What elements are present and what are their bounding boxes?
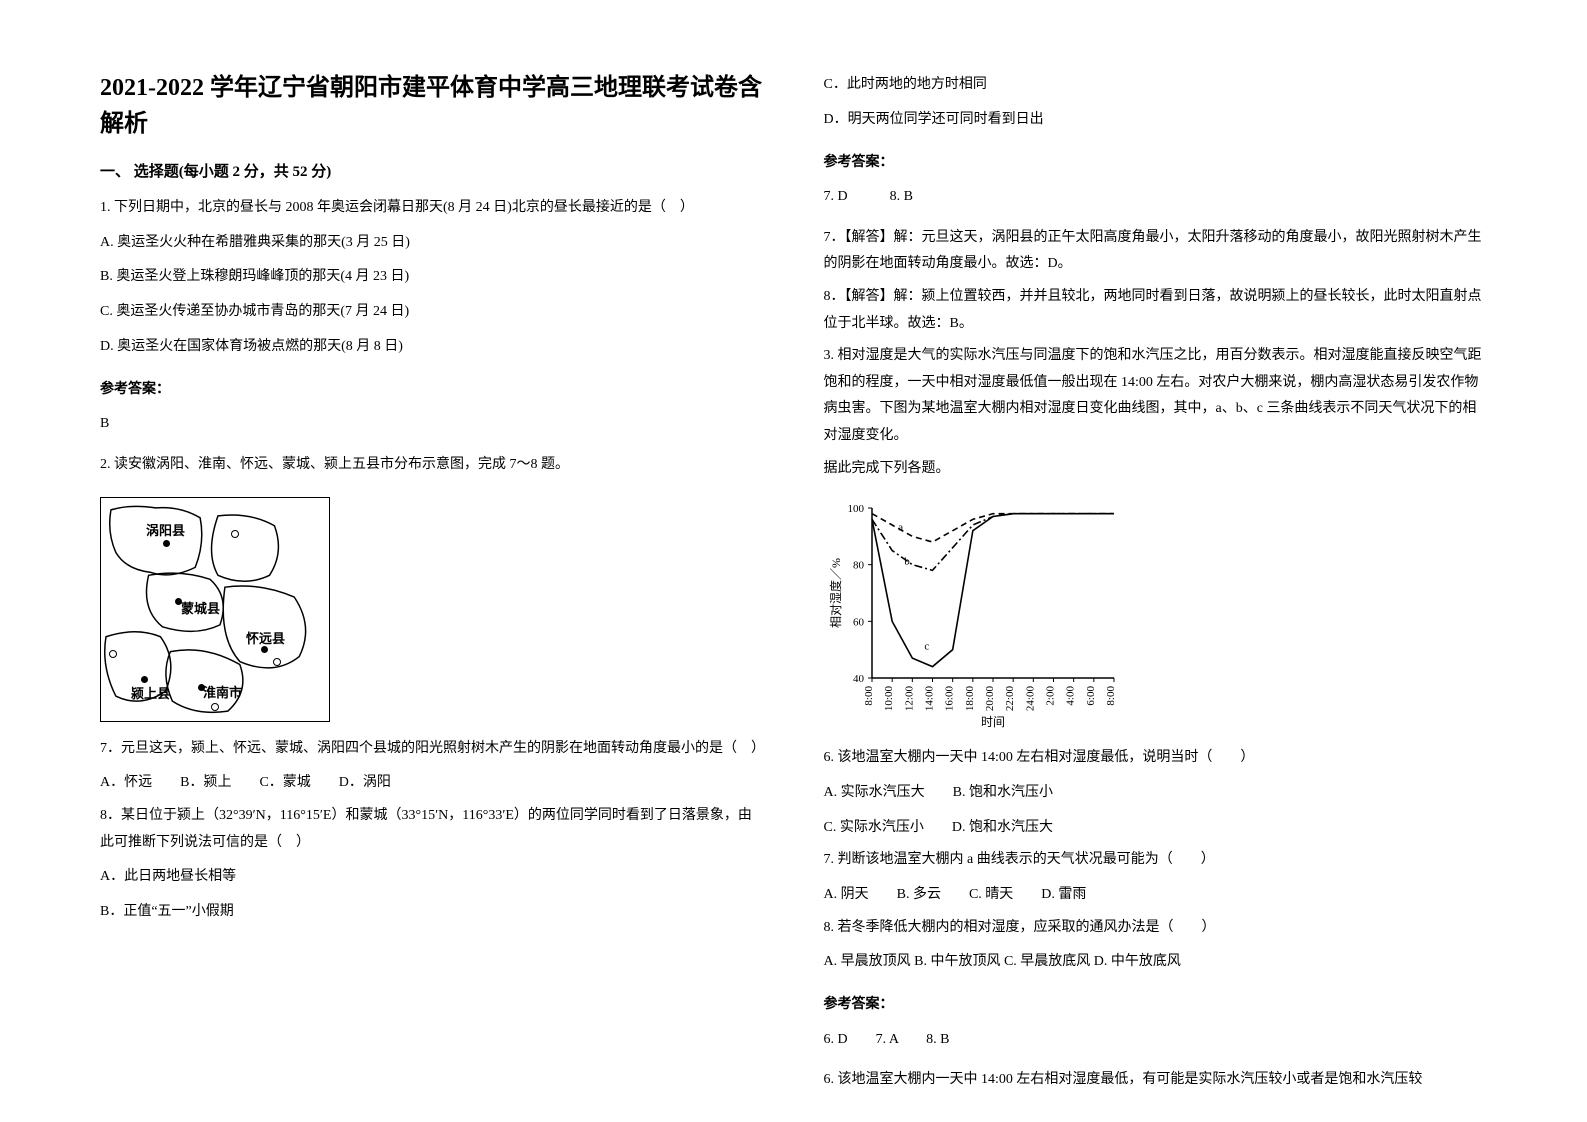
q2-ans-label: 参考答案： [824, 150, 1488, 177]
q3-6-CD: C. 实际水汽压小 D. 饱和水汽压大 [824, 813, 1488, 844]
q1-ans-label: 参考答案： [100, 377, 764, 404]
q3-extra: 据此完成下列各题。 [824, 456, 1488, 483]
section-heading: 一、 选择题(每小题 2 分，共 52 分) [100, 160, 764, 181]
svg-text:14:00: 14:00 [923, 686, 935, 712]
q2-ans: 7. D 8. B [824, 184, 1488, 211]
q1-ans: B [100, 411, 764, 438]
svg-text:8:00: 8:00 [863, 686, 875, 706]
svg-text:2:00: 2:00 [1044, 686, 1056, 706]
q3-expl: 6. 该地温室大棚内一天中 14:00 左右相对湿度最低，有可能是实际水汽压较小… [824, 1067, 1488, 1094]
svg-text:22:00: 22:00 [1004, 686, 1016, 712]
q2-8-stem: 8．某日位于颍上（32°39′N，116°15′E）和蒙城（33°15′N，11… [100, 803, 764, 856]
left-column: 2021-2022 学年辽宁省朝阳市建平体育中学高三地理联考试卷含解析 一、 选… [100, 70, 764, 1052]
svg-text:8:00: 8:00 [1105, 686, 1117, 706]
svg-text:20:00: 20:00 [984, 686, 996, 712]
open-dot [231, 530, 239, 538]
q3-6-AB: A. 实际水汽压大 B. 饱和水汽压小 [824, 778, 1488, 809]
svg-text:b: b [904, 556, 910, 568]
q3-8-stem: 8. 若冬季降低大棚内的相对湿度，应采取的通风办法是（ ） [824, 915, 1488, 942]
q1-optD: D. 奥运圣火在国家体育场被点燃的那天(8 月 8 日) [100, 332, 764, 363]
svg-text:4:00: 4:00 [1064, 686, 1076, 706]
svg-text:100: 100 [847, 503, 864, 515]
q1-optB: B. 奥运圣火登上珠穆朗玛峰峰顶的那天(4 月 23 日) [100, 262, 764, 293]
county-map: 涡阳县蒙城县怀远县颍上县 淮南市 [100, 497, 330, 722]
q2-8-B: B．正值“五一”小假期 [100, 897, 764, 928]
county-dot [261, 646, 268, 653]
county-label: 怀远县 [246, 628, 285, 647]
q2-7-opts: A．怀远 B．颍上 C．蒙城 D．涡阳 [100, 768, 764, 799]
svg-text:c: c [924, 641, 929, 653]
humidity-chart: 40 60 80 100 8:00 10:00 12:00 14:00 16:00 18:00 20… [824, 498, 1124, 733]
open-dot [211, 703, 219, 711]
county-label: 蒙城县 [181, 598, 220, 617]
q2-expl7: 7．【解答】解：元旦这天，涡阳县的正午太阳高度角最小，太阳升落移动的角度最小，故… [824, 225, 1488, 278]
page-title: 2021-2022 学年辽宁省朝阳市建平体育中学高三地理联考试卷含解析 [100, 70, 764, 142]
q1-optC: C. 奥运圣火传递至协办城市青岛的那天(7 月 24 日) [100, 297, 764, 328]
q1-stem: 1. 下列日期中，北京的昼长与 2008 年奥运会闭幕日那天(8 月 24 日)… [100, 195, 764, 222]
q2-expl8: 8．【解答】解：颍上位置较西，并并且较北，两地同时看到日落，故说明颍上的昼长较长… [824, 284, 1488, 337]
svg-text:18:00: 18:00 [963, 686, 975, 712]
q2-8-C: C．此时两地的地方时相同 [824, 70, 1488, 101]
open-dot [109, 650, 117, 658]
svg-text:a: a [898, 522, 903, 534]
q2-8-D: D．明天两位同学还可同时看到日出 [824, 105, 1488, 136]
svg-text:24:00: 24:00 [1024, 686, 1036, 712]
q3-8-opts: A. 早晨放顶风 B. 中午放顶风 C. 早晨放底风 D. 中午放底风 [824, 947, 1488, 978]
svg-text:10:00: 10:00 [883, 686, 895, 712]
q1-optA: A. 奥运圣火火种在希腊雅典采集的那天(3 月 25 日) [100, 228, 764, 259]
county-label: 涡阳县 [146, 520, 185, 539]
q2-intro: 2. 读安徽涡阳、淮南、怀远、蒙城、颍上五县市分布示意图，完成 7～8 题。 [100, 452, 764, 479]
svg-text:60: 60 [853, 616, 865, 628]
county-dot [163, 540, 170, 547]
q2-8-A: A．此日两地昼长相等 [100, 862, 764, 893]
q3-intro: 3. 相对湿度是大气的实际水汽压与同温度下的饱和水汽压之比，用百分数表示。相对湿… [824, 343, 1488, 449]
svg-text:相对湿度／%: 相对湿度／% [828, 558, 843, 628]
q3-ans-label: 参考答案： [824, 992, 1488, 1019]
q3-ans: 6. D 7. A 8. B [824, 1027, 1488, 1054]
q3-7-stem: 7. 判断该地温室大棚内 a 曲线表示的天气状况最可能为（ ） [824, 847, 1488, 874]
county-dot [141, 676, 148, 683]
q2-7-stem: 7．元旦这天，颍上、怀远、蒙城、涡阳四个县城的阳光照射树木产生的阴影在地面转动角… [100, 736, 764, 763]
svg-text:时间: 时间 [980, 715, 1004, 729]
right-column: C．此时两地的地方时相同 D．明天两位同学还可同时看到日出 参考答案： 7. D… [824, 70, 1488, 1052]
county-label: 颍上县 [131, 683, 170, 702]
open-dot [273, 658, 281, 666]
svg-text:80: 80 [853, 560, 865, 572]
svg-text:40: 40 [853, 673, 865, 685]
svg-text:6:00: 6:00 [1084, 686, 1096, 706]
county-label: 淮南市 [203, 682, 242, 701]
q3-6-stem: 6. 该地温室大棚内一天中 14:00 左右相对湿度最低，说明当时（ ） [824, 745, 1488, 772]
svg-text:12:00: 12:00 [903, 686, 915, 712]
svg-text:16:00: 16:00 [943, 686, 955, 712]
q3-7-opts: A. 阴天 B. 多云 C. 晴天 D. 雷雨 [824, 880, 1488, 911]
chart-svg: 40 60 80 100 8:00 10:00 12:00 14:00 16:00 18:00 20… [824, 498, 1124, 733]
